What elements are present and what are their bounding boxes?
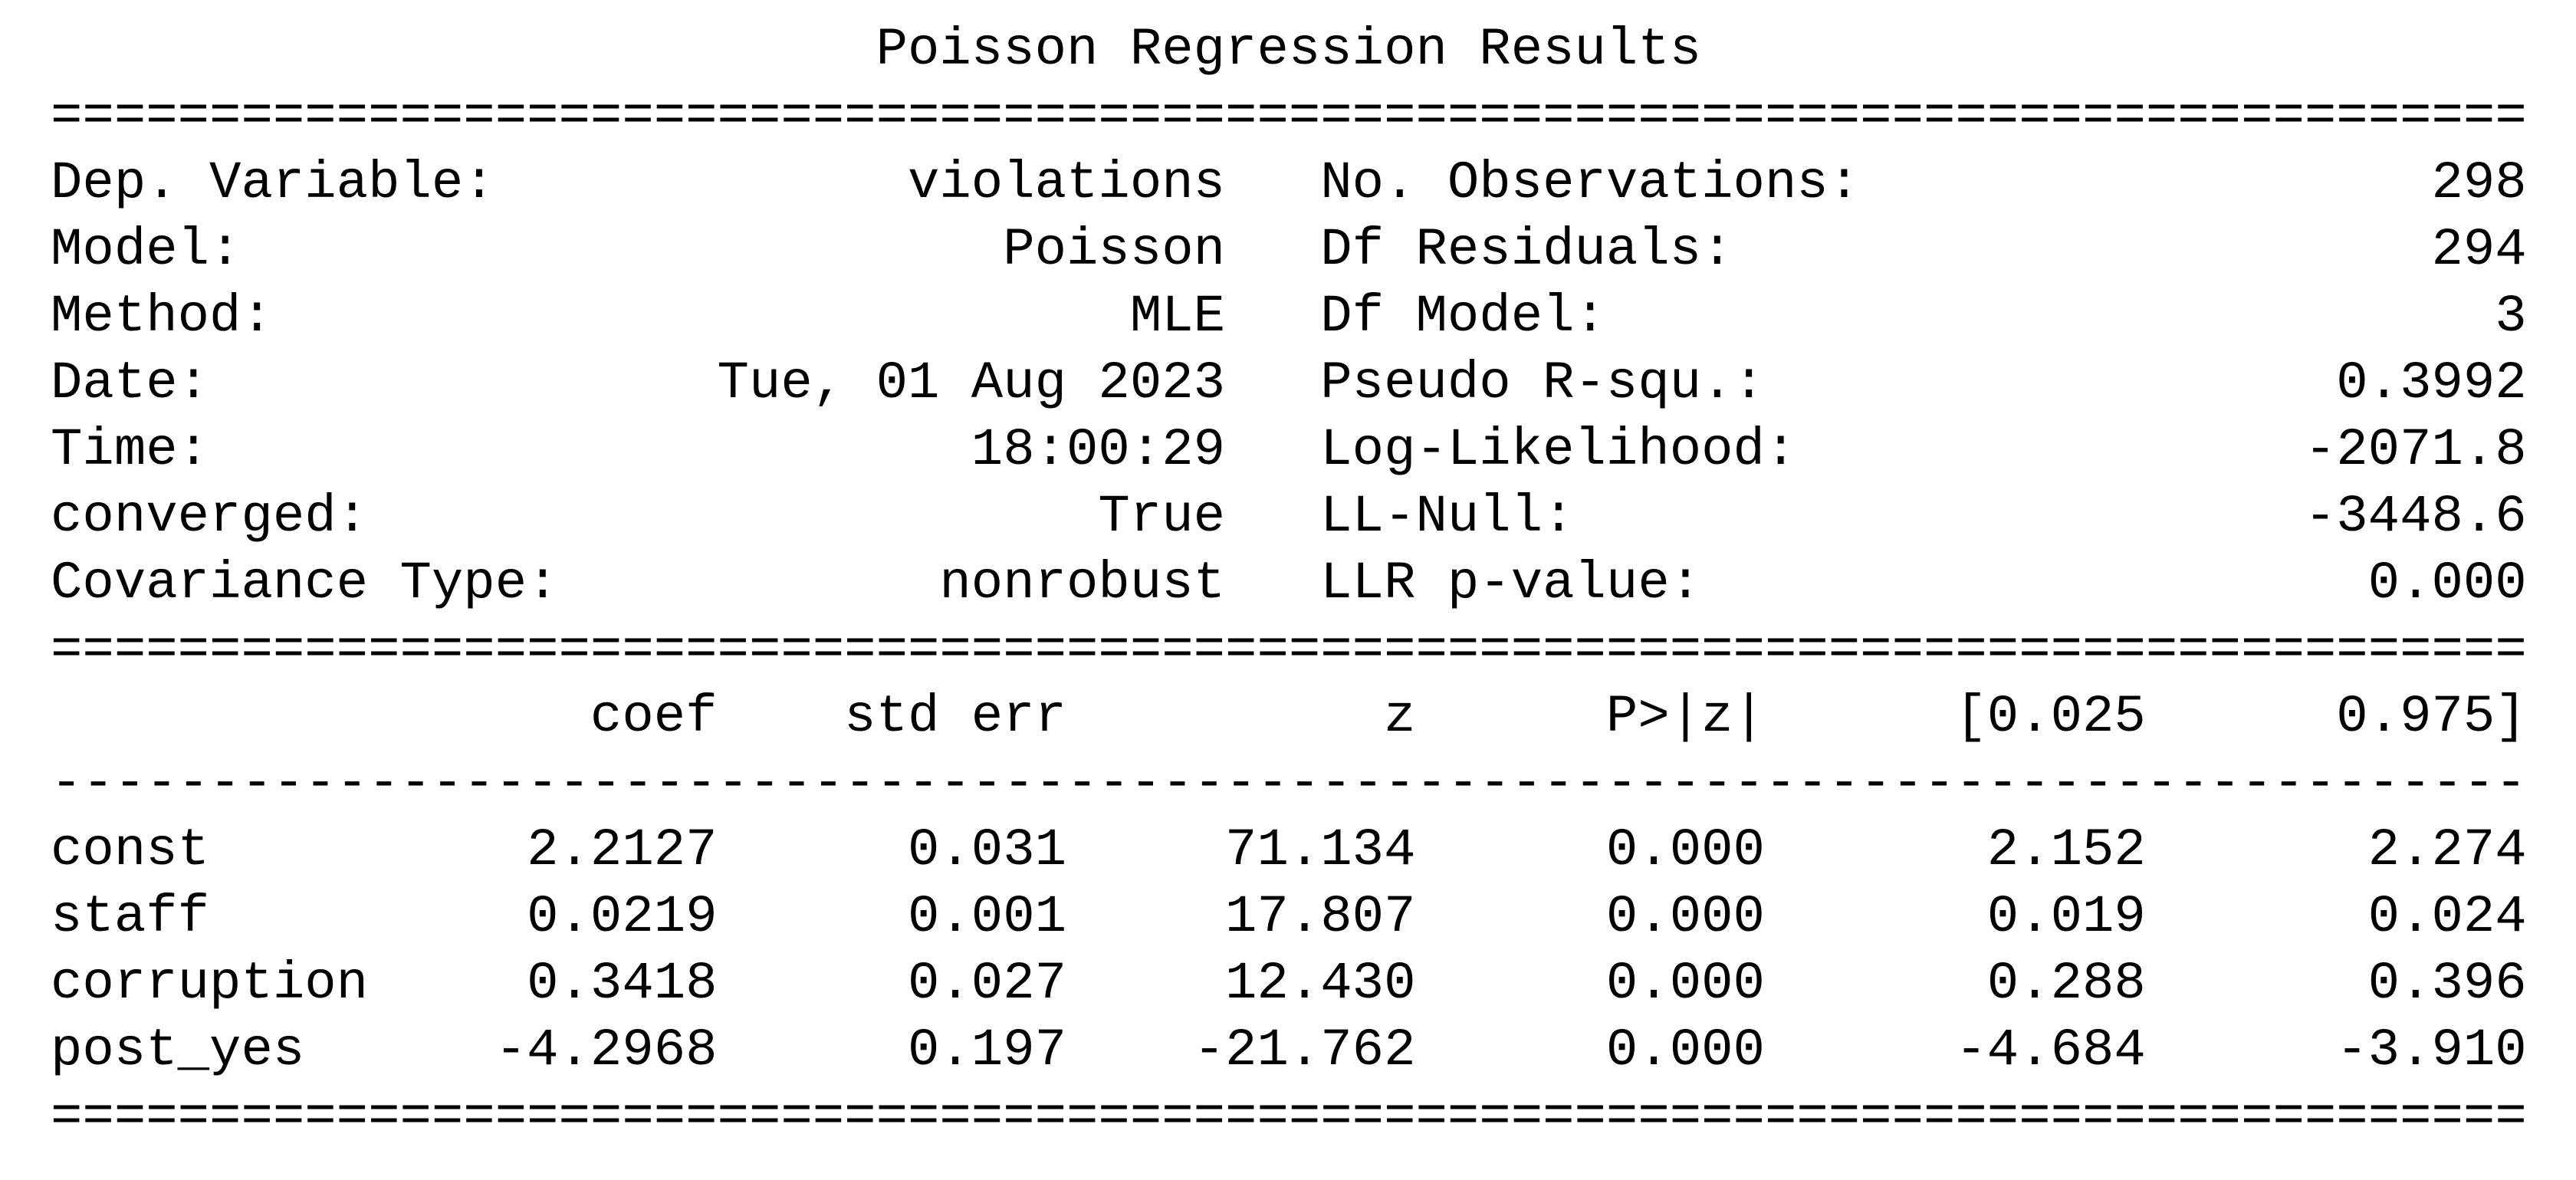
- coef-table-row: post_yes -4.2968 0.197 -21.762 0.000 -4.684 -3…: [51, 1017, 2527, 1084]
- coef-value: -21.762: [1193, 1021, 1416, 1080]
- info-value: -2071.8: [2304, 420, 2527, 480]
- info-label: Date:: [51, 353, 210, 413]
- coef-table-header: coef std err z P>|z| [0.025 0.975]: [51, 684, 2527, 751]
- coef-value: 0.019: [1986, 887, 2146, 947]
- info-label: Method:: [51, 287, 273, 347]
- column-header: P>|z|: [1605, 687, 1765, 747]
- info-label: converged:: [51, 487, 369, 547]
- model-info-block: Dep. Variable: violations No. Observations…: [51, 150, 2527, 617]
- coef-value: 0.024: [2367, 887, 2527, 947]
- info-value: 18:00:29: [971, 420, 1226, 480]
- info-value: 298: [2431, 153, 2527, 213]
- regression-summary: Poisson Regression Results =============…: [51, 17, 2527, 1151]
- double-rule-top: ========================================…: [51, 87, 2527, 146]
- coef-value: 71.134: [1225, 820, 1416, 880]
- info-row: Date: Tue, 01 Aug 2023 Pseudo R-squ.: 0.399…: [51, 350, 2527, 417]
- info-row: Model: Poisson Df Residuals: 294: [51, 217, 2527, 284]
- variable-name: const: [51, 820, 210, 880]
- info-label: LL-Null:: [1320, 487, 1575, 547]
- middle-rule-row: ========================================…: [51, 617, 2527, 684]
- info-value: 294: [2431, 220, 2527, 280]
- variable-name: post_yes: [51, 1021, 305, 1080]
- coef-value: 0.000: [1605, 887, 1765, 947]
- coef-value: 2.274: [2367, 820, 2527, 880]
- coef-value: -4.2968: [495, 1021, 718, 1080]
- info-value: 0.3992: [2336, 353, 2527, 413]
- info-value: 3: [2495, 287, 2527, 347]
- coef-value: 2.152: [1986, 820, 2146, 880]
- coef-table-row: staff 0.0219 0.001 17.807 0.000 0.019 0.024: [51, 884, 2527, 951]
- info-value: Tue, 01 Aug 2023: [717, 353, 1226, 413]
- coef-value: 0.001: [907, 887, 1067, 947]
- coef-value: 0.3418: [527, 954, 718, 1014]
- info-label: LLR p-value:: [1320, 554, 1702, 613]
- info-label: No. Observations:: [1320, 153, 1861, 213]
- info-row: converged: True LL-Null: -3448.6: [51, 484, 2527, 551]
- info-label: Model:: [51, 220, 242, 280]
- coef-value: 0.197: [907, 1021, 1067, 1080]
- double-rule-bottom: ========================================…: [51, 1087, 2527, 1147]
- double-rule-middle: ========================================…: [51, 620, 2527, 680]
- info-value: 0.000: [2367, 554, 2527, 613]
- coef-value: 0.288: [1986, 954, 2146, 1014]
- info-row: Dep. Variable: violations No. Observations…: [51, 150, 2527, 217]
- info-value: -3448.6: [2304, 487, 2527, 547]
- info-value: Poisson: [1003, 220, 1226, 280]
- coef-value: 17.807: [1225, 887, 1416, 947]
- coef-table-body: const 2.2127 0.031 71.134 0.000 2.152 2.274 sta…: [51, 817, 2527, 1084]
- info-row: Covariance Type: nonrobust LLR p-value: 0.0…: [51, 551, 2527, 617]
- coef-table-row: const 2.2127 0.031 71.134 0.000 2.152 2.274: [51, 817, 2527, 884]
- column-header: [0.025: [1955, 687, 2146, 747]
- column-header: 0.975]: [2336, 687, 2527, 747]
- coef-value: 0.000: [1605, 1021, 1765, 1080]
- coef-value: 0.027: [907, 954, 1067, 1014]
- coef-table-row: corruption 0.3418 0.027 12.430 0.000 0.288 0.3…: [51, 951, 2527, 1017]
- info-label: Dep. Variable:: [51, 153, 495, 213]
- coef-value: 0.396: [2367, 954, 2527, 1014]
- info-label: Time:: [51, 420, 210, 480]
- column-header: z: [1384, 687, 1416, 747]
- title-row: Poisson Regression Results: [51, 17, 2527, 84]
- single-rule-header: ----------------------------------------…: [51, 754, 2527, 814]
- coef-table-header-block: coef std err z P>|z| [0.025 0.975]: [51, 684, 2527, 751]
- info-label: Df Model:: [1320, 287, 1606, 347]
- coef-value: -4.684: [1955, 1021, 2146, 1080]
- info-label: Pseudo R-squ.:: [1320, 353, 1765, 413]
- coef-value: -3.910: [2336, 1021, 2527, 1080]
- top-rule-row: ========================================…: [51, 84, 2527, 150]
- coef-value: 0.000: [1605, 820, 1765, 880]
- info-value: nonrobust: [939, 554, 1226, 613]
- coef-value: 0.000: [1605, 954, 1765, 1014]
- info-label: Covariance Type:: [51, 554, 559, 613]
- info-value: MLE: [1129, 287, 1226, 347]
- column-header: coef: [590, 687, 718, 747]
- info-value: True: [1098, 487, 1226, 547]
- variable-name: staff: [51, 887, 210, 947]
- info-value: violations: [907, 153, 1226, 213]
- variable-name: corruption: [51, 954, 369, 1014]
- info-label: Df Residuals:: [1320, 220, 1733, 280]
- bottom-rule-row: ========================================…: [51, 1084, 2527, 1151]
- info-row: Time: 18:00:29 Log-Likelihood: -2071.8: [51, 417, 2527, 484]
- info-row: Method: MLE Df Model: 3: [51, 284, 2527, 350]
- coef-value: 2.2127: [527, 820, 718, 880]
- column-header: std err: [844, 687, 1067, 747]
- coef-value: 0.031: [907, 820, 1067, 880]
- coef-value: 12.430: [1225, 954, 1416, 1014]
- summary-title: Poisson Regression Results: [876, 20, 1702, 80]
- coef-value: 0.0219: [527, 887, 718, 947]
- info-label: Log-Likelihood:: [1320, 420, 1797, 480]
- header-rule-row: ----------------------------------------…: [51, 751, 2527, 817]
